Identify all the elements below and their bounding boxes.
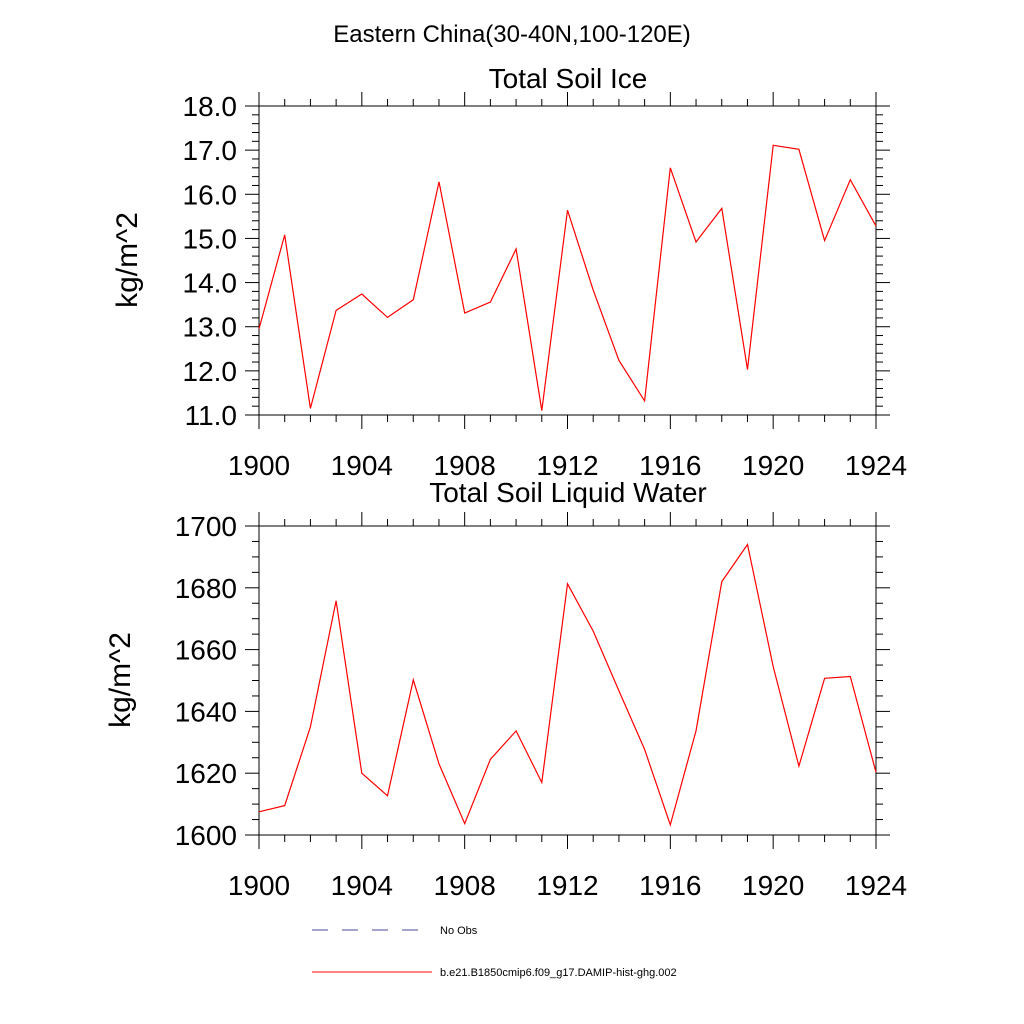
y-tick-label-soil-ice: 16.0 [183,179,238,210]
x-tick-label-soil-liquid-water: 1920 [742,870,804,901]
y-tick-label-soil-ice: 18.0 [183,91,238,122]
x-tick-label-soil-liquid-water: 1900 [228,870,290,901]
x-tick-label-soil-ice: 1908 [434,450,496,481]
y-tick-label-soil-ice: 15.0 [183,223,238,254]
x-tick-label-soil-ice: 1900 [228,450,290,481]
series-line-soil-ice [258,144,877,411]
legend-label-no-obs: No Obs [440,925,478,937]
panel-total-soil-ice: Total Soil Ice kg/m^2 1900 1904 1908 1912 19… [111,63,907,481]
x-tick-label-soil-ice: 1924 [845,450,907,481]
x-tick-label-soil-liquid-water: 1904 [331,870,393,901]
y-tick-label-soil-ice: 13.0 [183,312,238,343]
y-tick-label-soil-liquid-water: 1680 [175,573,237,604]
x-tick-label-soil-liquid-water: 1908 [434,870,496,901]
legend: No Obs b.e21.B1850cmip6.f09_g17.DAMIP-hi… [312,925,677,979]
x-tick-label-soil-liquid-water: 1924 [845,870,907,901]
panel-title-soil-ice: Total Soil Ice [489,63,648,94]
x-tick-label-soil-ice: 1920 [742,450,804,481]
y-tick-label-soil-liquid-water: 1700 [175,511,237,542]
figure-title: Eastern China(30-40N,100-120E) [333,21,691,48]
x-tick-label-soil-liquid-water: 1916 [639,870,701,901]
y-tick-label-soil-liquid-water: 1640 [175,696,237,727]
legend-label-model: b.e21.B1850cmip6.f09_g17.DAMIP-hist-ghg.… [440,967,677,979]
y-tick-label-soil-ice: 17.0 [183,135,238,166]
panel-total-soil-liquid-water: Total Soil Liquid Water kg/m^2 1900 1904 1… [104,477,907,901]
x-tick-label-soil-ice: 1916 [639,450,701,481]
y-axis-label-soil-ice: kg/m^2 [111,212,144,308]
y-tick-label-soil-ice: 14.0 [183,268,238,299]
panel-title-soil-liquid-water: Total Soil Liquid Water [429,477,707,508]
y-tick-label-soil-ice: 11.0 [185,400,237,431]
plot-frame-soil-ice [258,105,877,416]
y-tick-label-soil-liquid-water: 1660 [175,635,237,666]
y-tick-label-soil-ice: 12.0 [183,356,238,387]
plot-frame-soil-liquid-water [258,525,877,836]
x-tick-label-soil-ice: 1904 [331,450,393,481]
series-line-soil-liquid-water [258,543,877,827]
x-tick-label-soil-liquid-water: 1912 [536,870,598,901]
y-tick-label-soil-liquid-water: 1620 [175,758,237,789]
y-tick-label-soil-liquid-water: 1600 [175,820,237,851]
y-axis-label-soil-liquid-water: kg/m^2 [104,632,137,728]
x-tick-label-soil-ice: 1912 [536,450,598,481]
